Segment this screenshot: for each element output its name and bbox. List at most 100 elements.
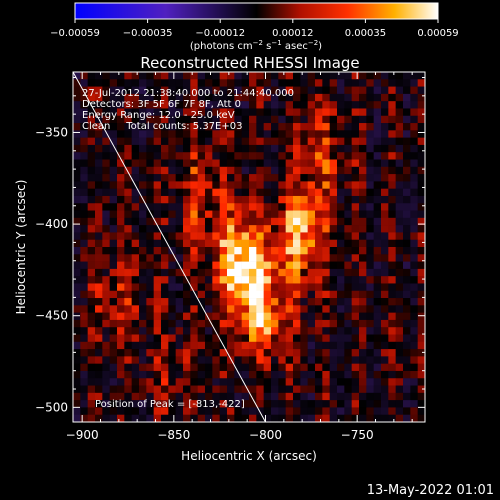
heatmap-cell: [337, 188, 345, 197]
heatmap-cell: [366, 144, 374, 153]
heatmap-cell: [395, 400, 404, 408]
heatmap-cell: [344, 181, 352, 189]
heatmap-cell: [285, 349, 294, 357]
heatmap-cell: [417, 334, 425, 343]
heatmap-cell: [300, 276, 308, 284]
heatmap-cell: [271, 370, 279, 379]
heatmap-cell: [146, 115, 154, 124]
heatmap-cell: [212, 174, 220, 182]
heatmap-cell: [234, 349, 242, 357]
heatmap-cell: [293, 356, 301, 364]
heatmap-cell: [80, 195, 88, 204]
heatmap-cell: [234, 341, 242, 350]
heatmap-cell: [241, 407, 250, 416]
heatmap-cell: [256, 137, 264, 146]
heatmap-cell: [315, 225, 323, 233]
heatmap-cell: [373, 261, 382, 270]
x-axis-label: Heliocentric X (arcsec): [181, 449, 317, 463]
heatmap-cell: [249, 174, 257, 182]
heatmap-cell: [293, 363, 301, 372]
heatmap-cell: [337, 210, 345, 219]
heatmap-cell: [322, 334, 330, 343]
heatmap-cell: [175, 130, 184, 138]
heatmap-cell: [351, 137, 360, 146]
heatmap-cell: [256, 414, 264, 422]
heatmap-cell: [337, 152, 345, 160]
heatmap-cell: [95, 166, 103, 175]
heatmap-cell: [373, 210, 382, 219]
heatmap-cell: [153, 400, 162, 408]
heatmap-cell: [168, 283, 176, 292]
heatmap-cell: [329, 414, 338, 422]
heatmap-cell: [212, 349, 220, 357]
heatmap-cell: [161, 312, 169, 321]
heatmap-cell: [329, 363, 338, 372]
heatmap-cell: [146, 137, 154, 146]
heatmap-cell: [315, 239, 323, 248]
heatmap-cell: [417, 290, 425, 299]
heatmap-cell: [168, 261, 176, 270]
heatmap-cell: [381, 261, 389, 270]
heatmap-cell: [249, 210, 257, 219]
heatmap-cell: [175, 247, 184, 255]
heatmap-cell: [403, 290, 411, 299]
heatmap-cell: [249, 181, 257, 189]
heatmap-cell: [168, 159, 176, 168]
heatmap-cell: [373, 305, 382, 313]
heatmap-cell: [395, 115, 404, 124]
heatmap-cell: [109, 370, 118, 379]
heatmap-cell: [131, 312, 140, 321]
heatmap-cell: [300, 363, 308, 372]
heatmap-cell: [241, 225, 250, 233]
heatmap-cell: [183, 159, 191, 168]
heatmap-cell: [146, 261, 154, 270]
heatmap-cell: [241, 174, 250, 182]
heatmap-cell: [197, 225, 206, 233]
heatmap-cell: [219, 356, 228, 364]
heatmap-cell: [249, 334, 257, 343]
heatmap-cell: [278, 334, 286, 343]
heatmap-cell: [212, 159, 220, 168]
heatmap-cell: [366, 400, 374, 408]
heatmap-cell: [395, 181, 404, 189]
heatmap-cell: [293, 108, 301, 117]
heatmap-cell: [381, 378, 389, 386]
heatmap-cell: [417, 137, 425, 146]
heatmap-cell: [87, 290, 96, 299]
heatmap-cell: [139, 108, 147, 117]
heatmap-cell: [205, 385, 213, 394]
heatmap-cell: [388, 93, 396, 102]
heatmap-cell: [293, 370, 301, 379]
heatmap-cell: [73, 276, 81, 284]
heatmap-cell: [410, 72, 418, 80]
heatmap-cell: [146, 378, 154, 386]
heatmap-cell: [80, 356, 88, 364]
heatmap-cell: [337, 363, 345, 372]
heatmap-cell: [337, 385, 345, 394]
heatmap-cell: [278, 400, 286, 408]
heatmap-cell: [161, 327, 169, 335]
heatmap-cell: [183, 239, 191, 248]
heatmap-cell: [109, 225, 118, 233]
heatmap-cell: [241, 392, 250, 401]
heatmap-cell: [315, 159, 323, 168]
heatmap-cell: [366, 232, 374, 241]
heatmap-cell: [300, 108, 308, 117]
heatmap-cell: [241, 261, 250, 270]
heatmap-cell: [168, 349, 176, 357]
heatmap-cell: [344, 159, 352, 168]
heatmap-cell: [417, 254, 425, 262]
heatmap-cell: [322, 210, 330, 219]
heatmap-cell: [205, 392, 213, 401]
heatmap-cell: [212, 203, 220, 211]
heatmap-cell: [381, 203, 389, 211]
heatmap-cell: [344, 239, 352, 248]
heatmap-cell: [278, 385, 286, 394]
heatmap-cell: [381, 407, 389, 416]
heatmap-cell: [307, 378, 316, 386]
heatmap-cell: [146, 210, 154, 219]
heatmap-cell: [205, 195, 213, 204]
heatmap-cell: [124, 385, 132, 394]
heatmap-cell: [381, 283, 389, 292]
heatmap-cell: [131, 93, 140, 102]
